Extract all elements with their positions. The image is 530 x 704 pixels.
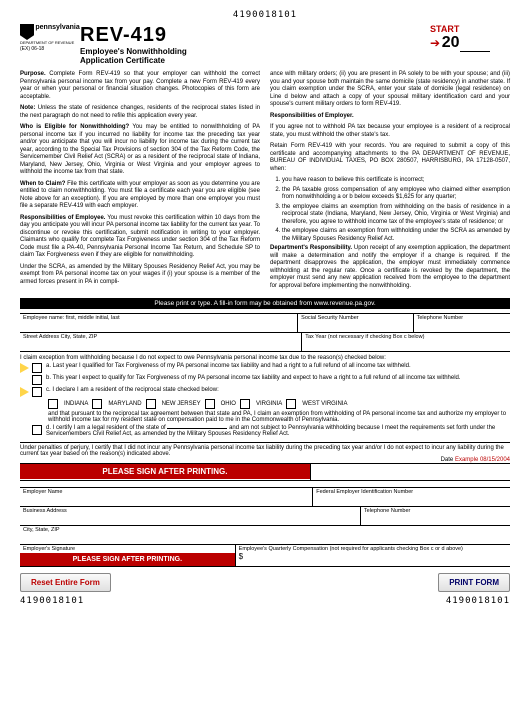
row-d: d. I certify I am a legal resident of th…	[32, 425, 510, 437]
state-ohio: OHIO	[221, 401, 236, 407]
year-prefix: 20	[442, 34, 460, 51]
date-field[interactable]	[310, 464, 510, 480]
start-label: START	[430, 24, 459, 34]
employer-list: you have reason to believe this certific…	[270, 177, 510, 243]
label-c: c. I declare I am a resident of the reci…	[46, 387, 219, 393]
sign-after-printing-bar2: PLEASE SIGN AFTER PRINTING.	[20, 553, 235, 566]
claim-intro: I claim exception from withholding becau…	[20, 355, 510, 361]
business-addr-field[interactable]: Business Address	[20, 507, 361, 525]
checkbox-ohio[interactable]	[205, 399, 215, 409]
state-virginia: VIRGINIA	[256, 401, 282, 407]
print-button[interactable]: PRINT FORM	[438, 573, 510, 592]
address-field[interactable]: Street Address City, State, ZIP	[20, 333, 302, 351]
row-a: a. Last year I qualified for Tax Forgive…	[32, 363, 510, 373]
c-tail: and that pursuant to the reciprocal tax …	[48, 411, 510, 423]
when-para: When to Claim? File this certificate wit…	[20, 181, 260, 211]
right-p3: Retain Form REV-419 with your records. Y…	[270, 143, 510, 173]
employee-signature-cell[interactable]: PLEASE SIGN AFTER PRINTING.	[20, 464, 310, 480]
row-c: c. I declare I am a resident of the reci…	[32, 387, 510, 397]
state-logo: pennsylvania DEPARTMENT OF REVENUE (EX) …	[20, 24, 80, 52]
li4: the employee claims an exemption from wi…	[282, 228, 510, 243]
state-newjersey: NEW JERSEY	[162, 401, 201, 407]
employer-row4: Employer's Signature PLEASE SIGN AFTER P…	[20, 544, 510, 567]
form-subtitle2: Application Certificate	[80, 56, 430, 65]
form-subtitle1: Employee's Nonwithholding	[80, 47, 430, 56]
right-cont-para: ance with military orders; (ii) you are …	[270, 71, 510, 109]
li2: the PA taxable gross compensation of any…	[282, 187, 510, 202]
li3: the employee claims an exemption from wi…	[282, 204, 510, 227]
title-block: REV-419 Employee's Nonwithholding Applic…	[80, 24, 430, 65]
sign-after-printing-bar: PLEASE SIGN AFTER PRINTING.	[20, 464, 310, 479]
phone-field[interactable]: Telephone Number	[414, 314, 510, 332]
quarterly-comp-field[interactable]: Employee's Quarterly Compensation (not r…	[236, 545, 510, 566]
checkbox-d[interactable]	[32, 425, 42, 435]
right-column: ance with military orders; (ii) you are …	[270, 71, 510, 294]
state-maryland: MARYLAND	[108, 401, 141, 407]
claim-block: I claim exception from withholding becau…	[20, 351, 510, 442]
state-westvirginia: WEST VIRGINIA	[302, 401, 347, 407]
scra-para: Under the SCRA, as amended by the Milita…	[20, 264, 260, 287]
start-block: START ➔ 20	[430, 24, 510, 52]
barcode-bottom-row: 4190018101 4190018101	[20, 596, 510, 606]
employer-row2: Business Address Telephone Number	[20, 506, 510, 525]
checkbox-indiana[interactable]	[48, 399, 58, 409]
resp-employee-para: Responsibilities of Employee. You must r…	[20, 215, 260, 260]
state-row: INDIANA MARYLAND NEW JERSEY OHIO VIRGINI…	[48, 399, 510, 409]
label-d: d. I certify I am a legal resident of th…	[46, 425, 510, 437]
employer-signature-cell[interactable]: Employer's Signature PLEASE SIGN AFTER P…	[20, 545, 236, 566]
left-column: Purpose. Complete Form REV-419 so that y…	[20, 71, 260, 294]
barcode-br: 4190018101	[446, 596, 510, 606]
csz-field[interactable]: City, State, ZIP	[20, 526, 510, 544]
note-para: Note: Unless the state of residence chan…	[20, 105, 260, 120]
right-p2: If you agree not to withhold PA tax beca…	[270, 124, 510, 139]
resp-employer-head: Responsibilities of Employer.	[270, 113, 510, 121]
employee-row2: Street Address City, State, ZIP Tax Year…	[20, 332, 510, 351]
perjury-text: Under penalties of perjury, I certify th…	[20, 442, 510, 457]
taxyear-field[interactable]: Tax Year (not necessary if checking Box …	[302, 333, 510, 351]
dept-resp-para: Department's Responsibility. Upon receip…	[270, 245, 510, 290]
checkbox-a[interactable]	[32, 363, 42, 373]
barcode-top: 4190018101	[20, 10, 510, 20]
employer-row3: City, State, ZIP	[20, 525, 510, 544]
instruction-columns: Purpose. Complete Form REV-419 so that y…	[20, 71, 510, 294]
employer-name-field[interactable]: Employer Name	[20, 488, 313, 506]
reset-button[interactable]: Reset Entire Form	[20, 573, 111, 592]
row-b: b. This year I expect to qualify for Tax…	[32, 375, 510, 385]
state-of-residence-input[interactable]	[167, 428, 227, 429]
checkbox-newjersey[interactable]	[146, 399, 156, 409]
yes-arrow-icon	[20, 363, 29, 373]
checkbox-westvirginia[interactable]	[286, 399, 296, 409]
purpose-para: Purpose. Complete Form REV-419 so that y…	[20, 71, 260, 101]
barcode-bl: 4190018101	[20, 596, 84, 606]
checkbox-b[interactable]	[32, 375, 42, 385]
employer-row1: Employer Name Federal Employer Identific…	[20, 487, 510, 506]
header: pennsylvania DEPARTMENT OF REVENUE (EX) …	[20, 24, 510, 65]
ssn-field[interactable]: Social Security Number	[298, 314, 413, 332]
eligible-para: Who is Eligible for Nonwithholding? You …	[20, 124, 260, 177]
employee-row1: Employee name: first, middle initial, la…	[20, 313, 510, 332]
start-arrow-icon: ➔	[430, 36, 440, 50]
form-number: REV-419	[80, 24, 430, 47]
employee-name-field[interactable]: Employee name: first, middle initial, la…	[20, 314, 298, 332]
button-row: Reset Entire Form PRINT FORM	[20, 573, 510, 592]
checkbox-virginia[interactable]	[240, 399, 250, 409]
phone2-field[interactable]: Telephone Number	[361, 507, 510, 525]
li1: you have reason to believe this certific…	[282, 177, 510, 185]
checkbox-c[interactable]	[32, 387, 42, 397]
checkbox-maryland[interactable]	[92, 399, 102, 409]
fein-field[interactable]: Federal Employer Identification Number	[313, 488, 510, 506]
label-b: b. This year I expect to qualify for Tax…	[46, 375, 461, 381]
year-input[interactable]	[460, 51, 490, 52]
yes-arrow-icon	[20, 387, 29, 397]
label-a: a. Last year I qualified for Tax Forgive…	[46, 363, 411, 369]
print-type-bar: Please print or type. A fill-in form may…	[20, 298, 510, 309]
state-indiana: INDIANA	[64, 401, 88, 407]
employee-signature-row: PLEASE SIGN AFTER PRINTING.	[20, 463, 510, 481]
